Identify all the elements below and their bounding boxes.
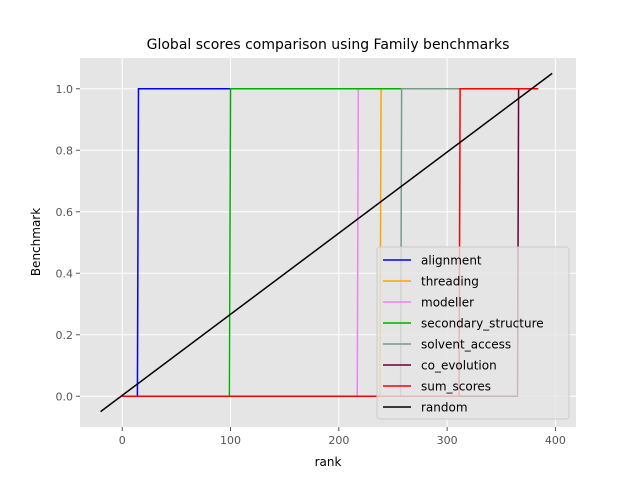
x-tick-label: 100 [220, 434, 241, 447]
axis-ticks: 0 100 200 300 400 0.0 0.2 0.4 0.6 0.8 1.0 [56, 83, 566, 447]
legend-label: random [421, 401, 468, 415]
x-tick-label: 400 [545, 434, 566, 447]
series-lines [100, 72, 553, 413]
legend-items: alignment threading modeller secondary_stru… [383, 254, 544, 415]
chart-title: Global scores comparison using Family be… [147, 37, 510, 53]
legend-label: solvent_access [421, 338, 511, 352]
y-tick-label: 0.0 [56, 390, 74, 403]
y-tick-label: 0.4 [56, 267, 74, 280]
x-axis-label: rank [315, 455, 342, 469]
series-line-random [100, 72, 553, 413]
x-tick-label: 0 [119, 434, 126, 447]
x-tick-label: 200 [328, 434, 349, 447]
legend-box [376, 246, 570, 420]
y-tick-label: 1.0 [56, 83, 74, 96]
legend-label: secondary_structure [421, 317, 544, 331]
legend-label: co_evolution [421, 359, 497, 373]
legend-label: modeller [421, 296, 474, 310]
legend-label: threading [421, 275, 479, 289]
legend-label: sum_scores [421, 380, 491, 394]
y-axis-label: Benchmark [29, 208, 43, 276]
y-tick-label: 0.2 [56, 329, 74, 342]
y-tick-label: 0.8 [56, 144, 74, 157]
legend-label: alignment [421, 254, 482, 268]
legend: alignment threading modeller secondary_stru… [376, 246, 570, 420]
series-line-sum-scores [122, 88, 539, 397]
x-tick-label: 300 [437, 434, 458, 447]
y-tick-label: 0.6 [56, 206, 74, 219]
